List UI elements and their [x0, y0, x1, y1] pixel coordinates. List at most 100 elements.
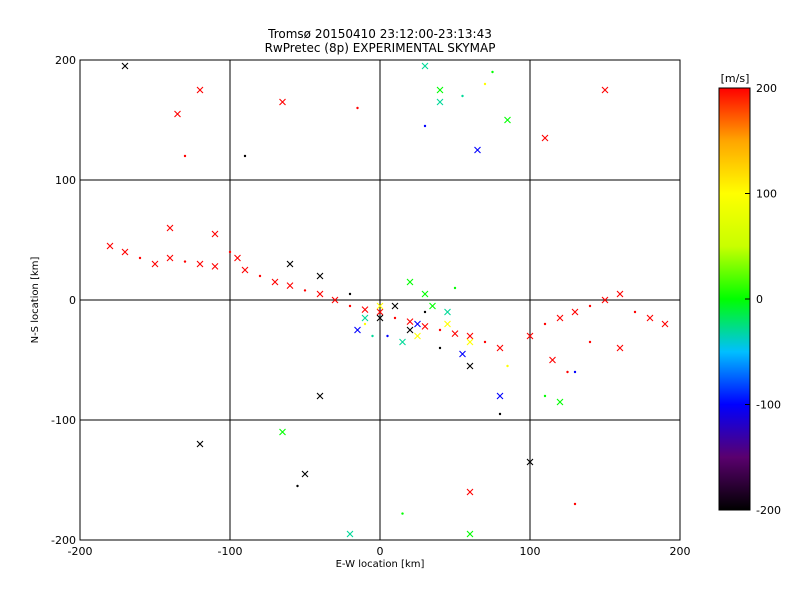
data-point-dot [543, 394, 547, 398]
y-axis-ticks: -200 -100 0 100 200 [51, 54, 680, 547]
data-point-dot [438, 346, 442, 350]
data-point-x [436, 86, 444, 94]
data-point-x [121, 62, 129, 70]
data-point-x [421, 62, 429, 70]
data-point-x [241, 266, 249, 274]
data-point-x [166, 224, 174, 232]
data-point-dot [588, 304, 592, 308]
data-point-x [466, 488, 474, 496]
data-point-dot [588, 340, 592, 344]
data-point-x [211, 263, 219, 270]
data-point-x [316, 392, 324, 400]
data-point-x [196, 440, 204, 448]
data-point-x [316, 272, 324, 280]
data-point-x [444, 320, 451, 328]
data-point-x [286, 260, 294, 268]
data-point-x [466, 530, 474, 538]
data-point-x [526, 332, 534, 340]
data-point-x [474, 146, 481, 154]
data-point-x [549, 356, 556, 364]
colorbar-tick-label: 200 [756, 82, 777, 95]
y-axis-label: N-S location [km] [30, 257, 41, 344]
data-point-dot [258, 274, 262, 278]
x-tick-label: -100 [218, 545, 243, 558]
data-point-x [151, 260, 159, 268]
data-point-dot [401, 512, 404, 515]
data-point-dot [356, 106, 359, 110]
data-point-dot [633, 310, 637, 314]
data-point-dot [363, 322, 367, 326]
data-point-dot [393, 316, 397, 320]
data-point-dot [573, 370, 577, 374]
data-point-dot [371, 334, 374, 338]
data-point-x [466, 338, 474, 346]
data-point-dot [183, 260, 187, 263]
data-point-x [459, 350, 466, 358]
data-point-x [616, 344, 624, 352]
colorbar-tick-label: -100 [756, 399, 781, 412]
data-point-x [211, 230, 219, 238]
y-tick-label: -100 [51, 414, 76, 427]
data-point-x [301, 470, 309, 478]
data-point-dot [296, 484, 299, 488]
data-point-x [504, 116, 511, 124]
data-point-x [556, 398, 564, 406]
data-point-dot [183, 154, 187, 158]
data-point-x [346, 530, 354, 538]
x-tick-label: 100 [520, 545, 541, 558]
colorbar-tick-label: -200 [756, 504, 781, 517]
data-point-x [406, 326, 414, 334]
data-point-x [121, 248, 129, 256]
data-point-dot [573, 502, 577, 506]
data-point-x [601, 296, 609, 304]
data-point-x [646, 314, 654, 322]
data-point-x [496, 392, 504, 400]
data-point-x [196, 86, 204, 94]
data-point-x [421, 290, 429, 298]
data-point-x [414, 332, 421, 340]
x-tick-label: 0 [377, 545, 384, 558]
x-axis-ticks: -200 -100 0 100 200 [68, 60, 691, 558]
data-point-dot [348, 304, 352, 308]
data-point-dot [423, 310, 427, 314]
colorbar-tick-label: 100 [756, 188, 777, 201]
data-point-x [451, 330, 459, 337]
data-point-dot [566, 370, 569, 374]
y-tick-label: 200 [55, 54, 76, 67]
data-point-dot [138, 256, 142, 260]
data-point-dot [438, 328, 442, 332]
colorbar-unit-label: [m/s] [721, 72, 750, 85]
data-point-x [601, 86, 609, 94]
data-point-x [279, 98, 286, 106]
x-tick-label: 200 [670, 545, 691, 558]
data-point-x [436, 98, 444, 106]
chart-subtitle: RwPretec (8p) EXPERIMENTAL SKYMAP [265, 41, 496, 55]
data-point-x [466, 362, 474, 370]
data-point-dot [543, 322, 547, 326]
data-point-dot [303, 289, 307, 292]
data-point-x [444, 308, 451, 316]
data-point-x [331, 296, 339, 304]
data-point-dot [506, 364, 509, 368]
data-point-dot [461, 94, 464, 98]
data-point-dot [498, 412, 502, 416]
data-point-x [556, 314, 564, 322]
data-point-dot [483, 82, 487, 86]
data-point-x [391, 302, 399, 310]
y-tick-label: 0 [69, 294, 76, 307]
data-point-x [196, 260, 204, 268]
data-point-x [361, 306, 369, 313]
data-point-x [361, 314, 369, 322]
data-point-x [571, 308, 579, 316]
data-point-x [354, 326, 361, 334]
data-point-dot [228, 250, 232, 254]
data-point-dot [491, 70, 494, 74]
data-point-dot [483, 340, 487, 344]
data-point-x [376, 308, 384, 316]
data-point-x [316, 290, 324, 298]
data-point-x [429, 302, 436, 310]
data-point-x [526, 458, 534, 466]
y-tick-label: -200 [51, 534, 76, 547]
colorbar-ticks: -200 -100 0 100 200 [745, 82, 781, 517]
